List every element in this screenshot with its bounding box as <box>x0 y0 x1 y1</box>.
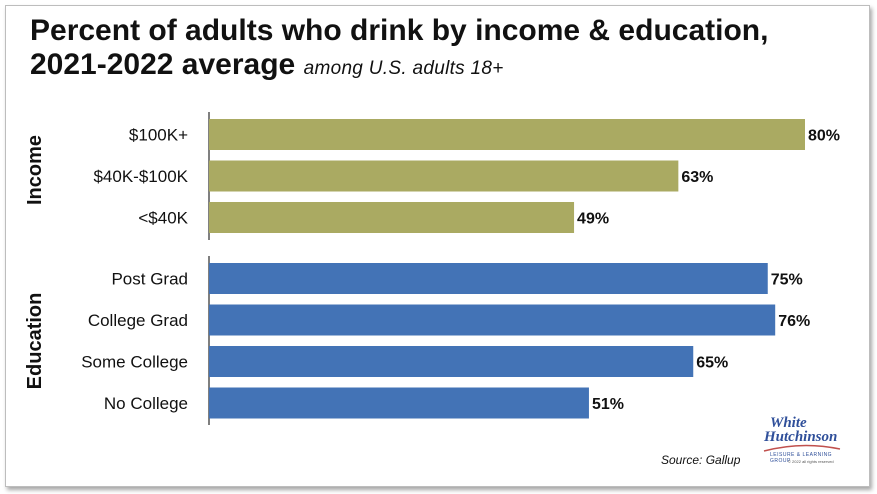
income-category-label: <$40K <box>138 209 188 228</box>
education-data-label: 51% <box>592 396 624 413</box>
education-category-label: Post Grad <box>111 270 188 289</box>
title-line-1: Percent of adults who drink by income & … <box>30 14 769 47</box>
education-data-label: 76% <box>778 313 810 330</box>
income-category-label: $40K-$100K <box>93 167 188 186</box>
education-bar <box>209 346 694 377</box>
logo-swoosh-icon <box>763 444 841 452</box>
logo-copyright: © 2022 all rights reserved <box>788 459 834 464</box>
chart-title: Percent of adults who drink by income & … <box>30 14 860 86</box>
education-group-label: Education <box>24 293 46 390</box>
education-bar <box>209 304 776 336</box>
income-data-label: 49% <box>577 211 609 228</box>
education-data-label: 75% <box>771 272 803 289</box>
income-category-label: $100K+ <box>129 126 188 145</box>
education-data-label: 65% <box>696 355 728 372</box>
education-category-label: College Grad <box>88 311 188 330</box>
income-bar <box>209 160 679 192</box>
education-category-label: Some College <box>81 353 188 372</box>
source-note: Source: Gallup <box>661 453 741 467</box>
income-bar <box>209 202 575 233</box>
logo-word-2: Hutchinson <box>764 429 838 445</box>
education-category-label: No College <box>104 394 188 413</box>
income-data-label: 63% <box>681 169 713 186</box>
education-bar <box>209 387 589 419</box>
income-data-label: 80% <box>808 128 840 145</box>
education-bar <box>209 263 768 294</box>
logo-word-1: White <box>770 415 807 431</box>
chart-subtitle: among U.S. adults 18+ <box>303 58 504 79</box>
logo-tagline: LEISURE & LEARNING GROUP <box>770 452 833 464</box>
title-line-2: 2021-2022 average among U.S. adults 18+ <box>30 48 860 86</box>
income-bar <box>209 119 805 150</box>
income-group-label: Income <box>24 135 46 205</box>
title-line-2-text: 2021-2022 average <box>30 48 296 81</box>
white-hutchinson-logo: White Hutchinson LEISURE & LEARNING GROU… <box>762 415 844 467</box>
